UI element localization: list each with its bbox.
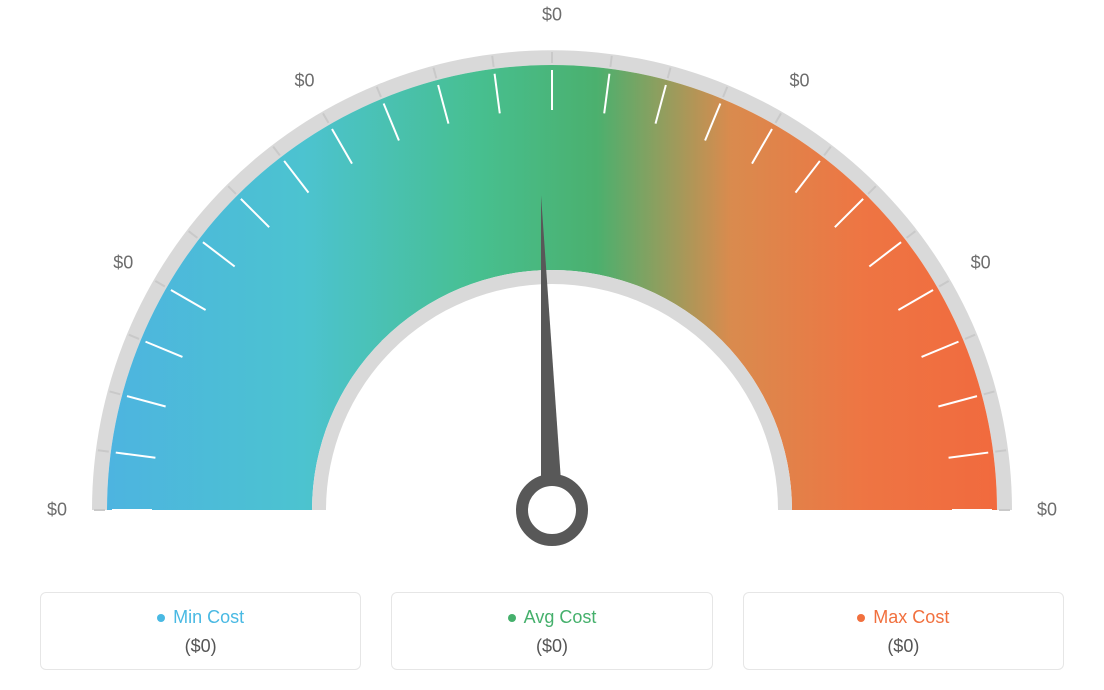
legend-dot-avg (508, 614, 516, 622)
gauge-tick-label: $0 (971, 252, 991, 273)
legend-item-max: Max Cost ($0) (743, 592, 1064, 670)
legend-row: Min Cost ($0) Avg Cost ($0) Max Cost ($0… (40, 592, 1064, 670)
legend-label-avg: Avg Cost (508, 607, 597, 628)
legend-label-text-max: Max Cost (873, 607, 949, 628)
legend-value-min: ($0) (41, 636, 360, 657)
gauge-svg (0, 0, 1104, 560)
legend-value-max: ($0) (744, 636, 1063, 657)
legend-label-max: Max Cost (857, 607, 949, 628)
gauge-tick-label: $0 (294, 71, 314, 92)
gauge-tick-label: $0 (1037, 500, 1057, 521)
legend-item-min: Min Cost ($0) (40, 592, 361, 670)
legend-dot-max (857, 614, 865, 622)
legend-value-avg: ($0) (392, 636, 711, 657)
chart-container: $0 $0 $0 $0 $0 $0 $0 Min Cost ($0) Avg Cost ($… (0, 0, 1104, 690)
gauge-tick-label: $0 (113, 252, 133, 273)
gauge-chart: $0 $0 $0 $0 $0 $0 $0 (0, 0, 1104, 560)
legend-label-text-avg: Avg Cost (524, 607, 597, 628)
legend-label-min: Min Cost (157, 607, 244, 628)
legend-dot-min (157, 614, 165, 622)
gauge-tick-label: $0 (47, 500, 67, 521)
legend-item-avg: Avg Cost ($0) (391, 592, 712, 670)
gauge-tick-label: $0 (789, 71, 809, 92)
gauge-tick-label: $0 (542, 5, 562, 26)
legend-label-text-min: Min Cost (173, 607, 244, 628)
